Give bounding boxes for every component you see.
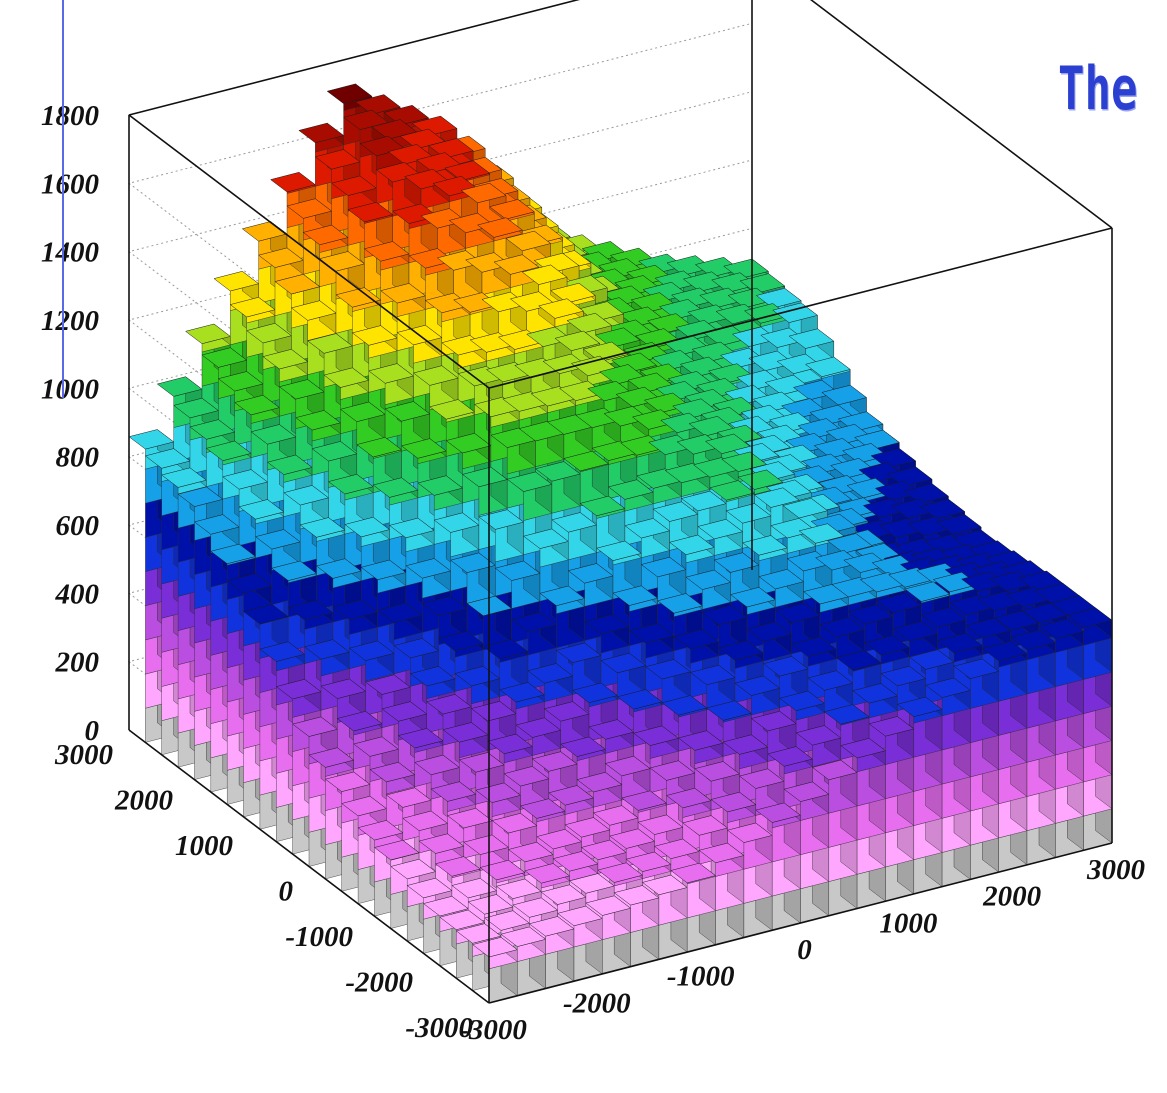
lego-bars	[128, 83, 1113, 1004]
z-tick-label: 400	[55, 578, 100, 610]
lego-bar	[783, 781, 830, 924]
z-tick-label: 800	[56, 442, 100, 474]
frame-edge	[488, 227, 1113, 389]
y-tick-label: 3000	[54, 739, 113, 771]
y-tick-label: -1000	[285, 921, 353, 953]
y-tick-label: -3000	[405, 1012, 473, 1044]
z-tick-label: 600	[56, 510, 100, 542]
frame-edge	[128, 0, 580, 116]
z-tick-label: 1800	[41, 100, 99, 132]
x-tick-label: 0	[797, 934, 812, 966]
lego-bar	[925, 677, 971, 887]
x-tick-label: 1000	[879, 907, 937, 939]
z-tick-label: 1600	[41, 168, 99, 200]
lego-bar	[1038, 618, 1085, 858]
lego-bar	[811, 759, 858, 916]
x-tick-label: -3000	[459, 1014, 527, 1046]
lego-bar	[896, 696, 943, 895]
page-title: The C	[1058, 55, 1167, 124]
lego-bar	[1010, 629, 1056, 866]
x-tick-label: -1000	[667, 961, 735, 993]
z-tick-label: 1400	[41, 237, 99, 269]
z-tick-label: 1200	[41, 305, 99, 337]
box-frame	[128, 0, 1113, 1004]
lego-bar	[840, 737, 887, 909]
y-tick-label: 1000	[175, 830, 233, 862]
z-tick-label: 0	[85, 715, 100, 747]
lego-bar	[1066, 607, 1113, 851]
y-tick-label: 0	[279, 876, 294, 908]
lego-bar	[528, 916, 575, 989]
frame-edge	[128, 729, 490, 1004]
lego-bar	[726, 822, 773, 938]
y-tick-label: -2000	[345, 967, 413, 999]
lego-bar	[472, 936, 518, 1004]
x-tick-label: -2000	[563, 987, 631, 1019]
axis-ticks: 0200400600800100012001400160018003000200…	[41, 100, 1145, 1046]
x-tick-label: 2000	[982, 881, 1041, 913]
lego-bar	[755, 802, 802, 931]
frame-edge	[488, 842, 1113, 1004]
lego-bar	[585, 895, 632, 975]
z-tick-label: 1000	[41, 373, 99, 405]
y-tick-label: 2000	[114, 785, 173, 817]
frame-edge	[810, 0, 1113, 229]
frame-edge	[128, 114, 490, 389]
lego-bar	[981, 640, 1028, 873]
lego-bar	[698, 842, 745, 946]
lego-bar	[868, 716, 915, 902]
z-tick-label: 200	[55, 647, 100, 679]
slide-decoration-line	[62, 0, 64, 398]
x-tick-label: 3000	[1086, 854, 1145, 886]
lego-bar	[670, 862, 717, 953]
lego-bar	[613, 885, 660, 967]
